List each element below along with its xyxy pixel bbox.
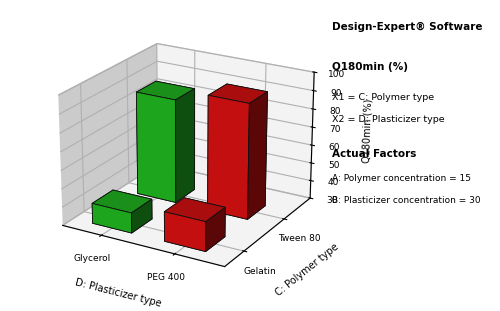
Text: A: Polymer concentration = 15: A: Polymer concentration = 15 [332, 174, 471, 183]
Text: Q180min (%): Q180min (%) [332, 62, 408, 72]
Text: B: Plasticizer concentration = 30: B: Plasticizer concentration = 30 [332, 196, 481, 205]
Text: X2 = D: Plasticizer type: X2 = D: Plasticizer type [332, 115, 445, 124]
Text: X1 = C: Polymer type: X1 = C: Polymer type [332, 93, 434, 102]
Text: Design-Expert® Software: Design-Expert® Software [332, 22, 483, 32]
Y-axis label: C: Polymer type: C: Polymer type [274, 241, 341, 298]
Text: Actual Factors: Actual Factors [332, 149, 417, 159]
X-axis label: D: Plasticizer type: D: Plasticizer type [74, 277, 162, 309]
